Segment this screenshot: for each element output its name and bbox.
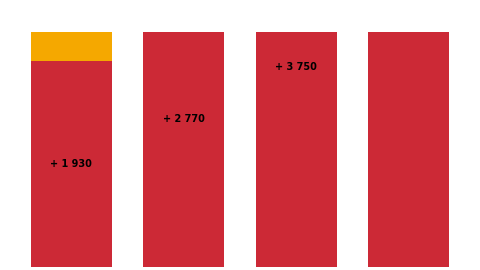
Bar <box>256 0 336 267</box>
Text: + 3 750: + 3 750 <box>275 62 317 72</box>
Bar <box>31 61 112 267</box>
Bar <box>368 0 449 267</box>
Bar <box>31 0 112 61</box>
Text: + 1 930: + 1 930 <box>50 159 92 169</box>
Bar <box>144 0 224 267</box>
Text: + 2 770: + 2 770 <box>163 114 205 124</box>
